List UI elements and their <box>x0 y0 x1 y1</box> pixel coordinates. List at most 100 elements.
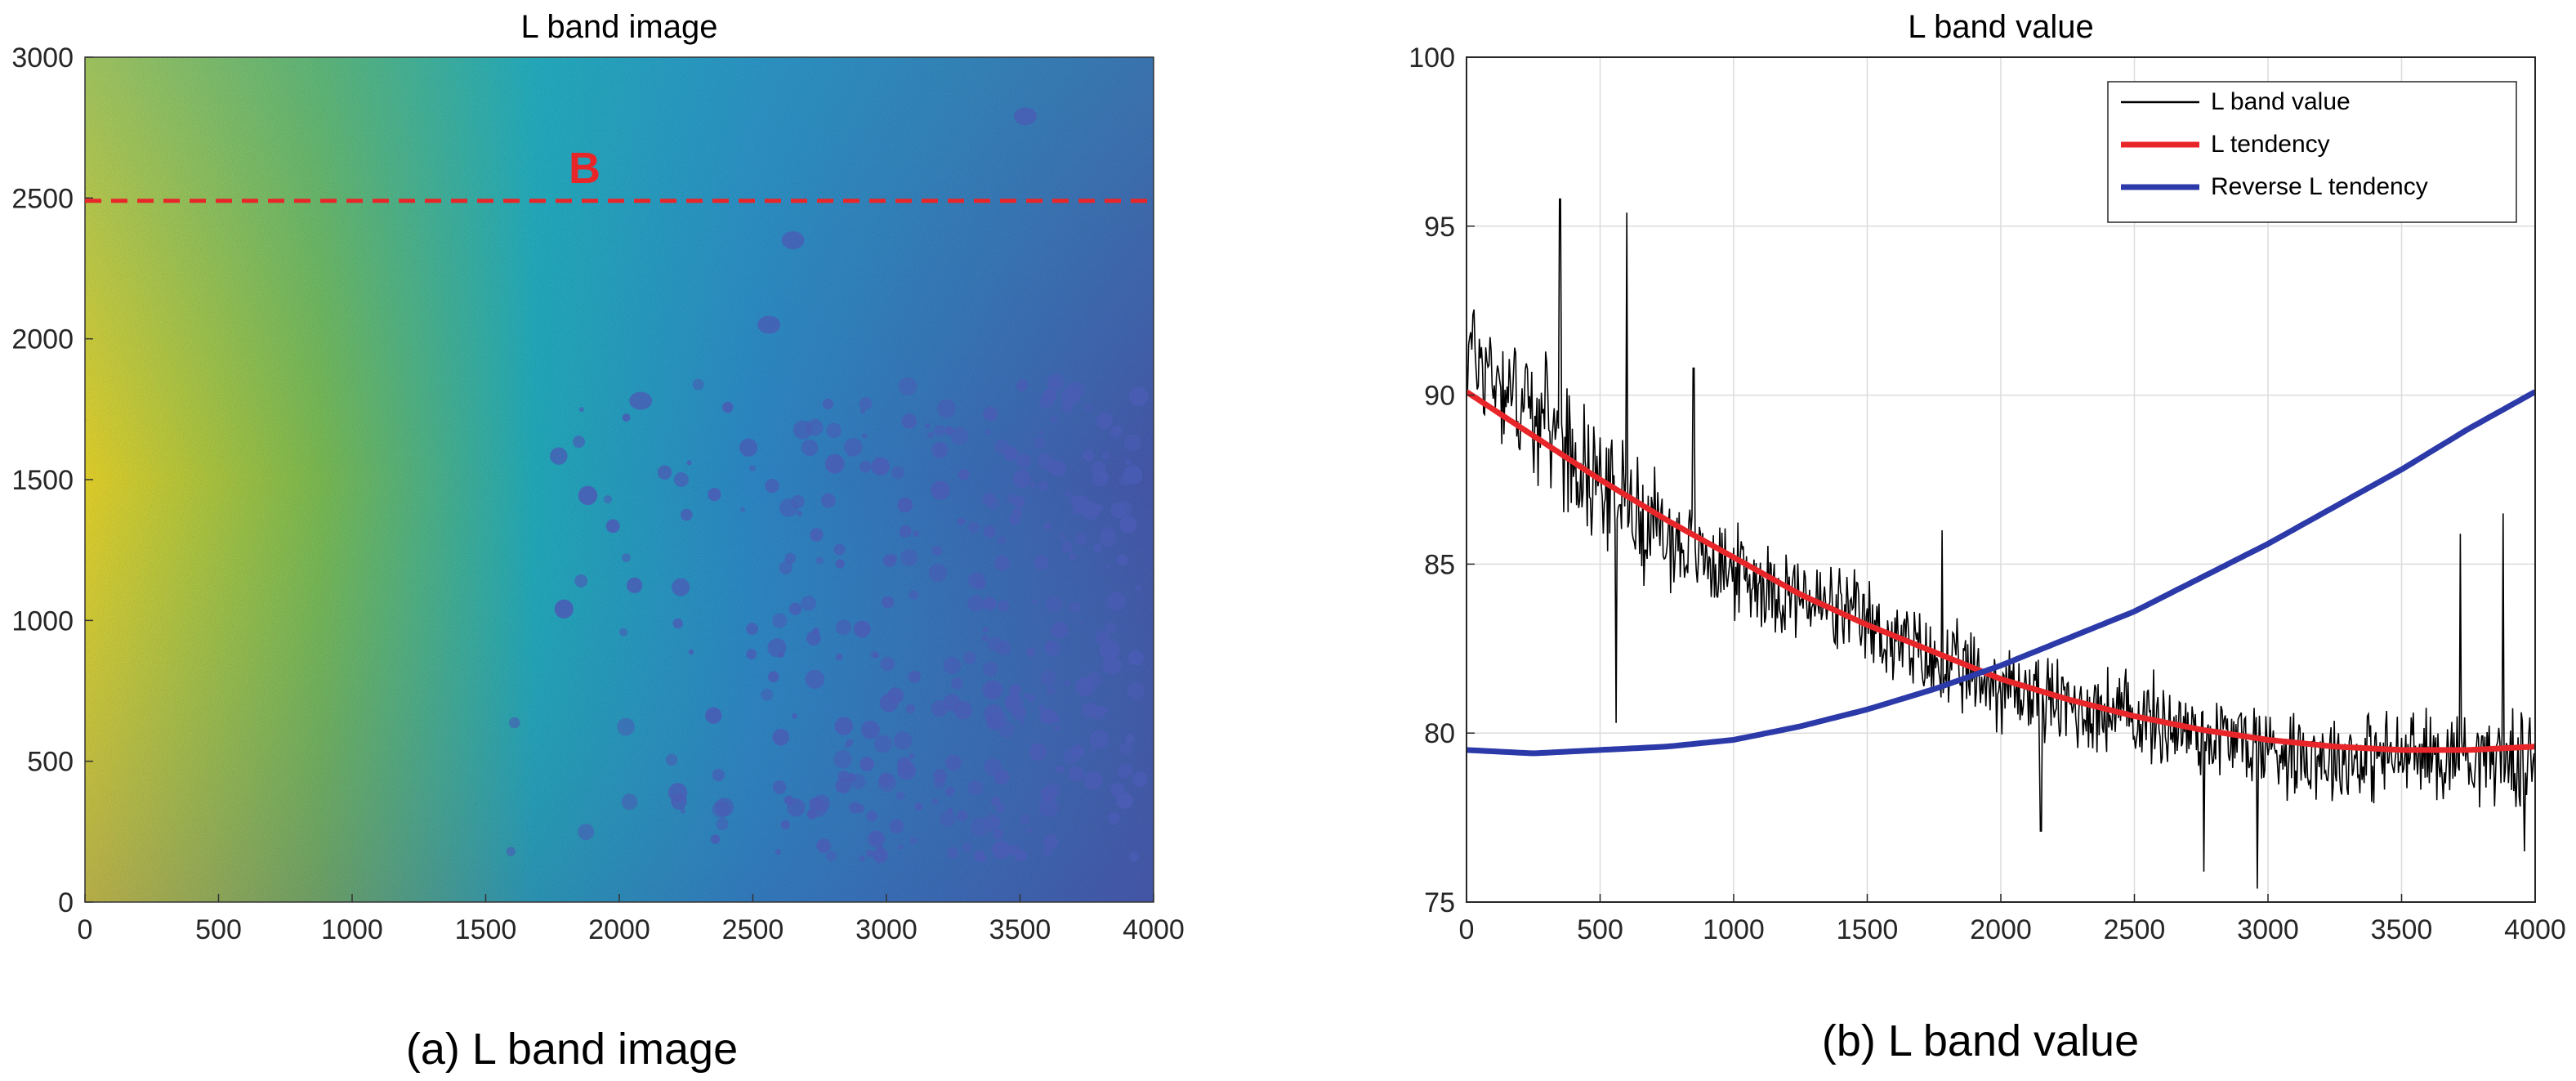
line-xtick-label: 4000 <box>2504 914 2566 945</box>
heatmap-spot <box>909 590 919 600</box>
heatmap-spot <box>657 465 672 480</box>
heatmap-spot <box>681 508 693 521</box>
heatmap-spot <box>928 563 948 583</box>
heatmap-spot <box>1042 846 1052 857</box>
heatmap-spot <box>871 457 890 476</box>
heatmap-spot <box>1135 585 1141 592</box>
heatmap-spot <box>1064 489 1072 498</box>
heatmap-spot <box>1045 595 1063 614</box>
heatmap-spot <box>1038 430 1044 436</box>
heatmap-spot <box>900 548 918 567</box>
heatmap-spot <box>765 478 779 494</box>
line-xtick-label: 2500 <box>2104 914 2166 945</box>
heatmap-spot <box>603 494 613 504</box>
heatmap-spot <box>1032 598 1038 605</box>
heatmap-spot <box>1075 677 1095 697</box>
heatmap-spot <box>865 849 874 858</box>
heatmap-spot <box>739 438 758 457</box>
heatmap-spot <box>1105 622 1117 634</box>
heatmap-spot <box>891 466 905 480</box>
heatmap-spot <box>968 521 980 534</box>
heatmap-spot <box>931 798 939 806</box>
heatmap-xtick-label: 4000 <box>1123 914 1185 945</box>
line-xtick-label: 1000 <box>1703 914 1765 945</box>
heatmap-spot <box>1074 533 1088 546</box>
line-xtick-label: 3000 <box>2237 914 2299 945</box>
heatmap-spot <box>1117 763 1133 779</box>
heatmap-spot <box>1060 540 1074 553</box>
heatmap-spot <box>835 619 851 636</box>
heatmap-spot <box>1025 828 1032 834</box>
heatmap-spot <box>673 472 689 488</box>
heatmap-spot <box>618 628 628 637</box>
heatmap-spot <box>1116 554 1128 566</box>
heatmap-spot <box>866 811 877 822</box>
heatmap-spot <box>927 431 935 439</box>
heatmap-spot <box>1098 636 1104 641</box>
heatmap-spot <box>1069 553 1077 561</box>
heatmap-chart: L band image 0 500 1000 1500 2000 2500 3000 350… <box>11 9 1184 945</box>
legend-label: L band value <box>2211 88 2351 115</box>
heatmap-spot <box>1050 415 1058 423</box>
heatmap-spot <box>1046 686 1056 695</box>
heatmap-xtick-label: 3500 <box>989 914 1051 945</box>
heatmap-spot <box>1047 373 1065 391</box>
heatmap-spot <box>983 661 998 677</box>
line-ytick-label: 90 <box>1424 381 1455 412</box>
heatmap-spot <box>680 807 686 814</box>
heatmap-spot <box>688 649 694 655</box>
heatmap-spot <box>981 634 989 642</box>
heatmap-spot <box>1096 413 1113 430</box>
heatmap-spot <box>739 507 746 512</box>
heatmap-spot <box>931 441 949 458</box>
heatmap-spot <box>506 846 516 856</box>
heatmap-spot <box>806 418 824 436</box>
heatmap-spot <box>716 817 729 830</box>
heatmap-spot <box>1020 814 1031 824</box>
heatmap-spot <box>835 778 851 794</box>
heatmap-spot <box>1040 670 1056 686</box>
heatmap-xtick-label: 0 <box>78 914 93 945</box>
heatmap-xtick-label: 2000 <box>588 914 650 945</box>
heatmap-spot <box>1038 797 1059 818</box>
heatmap-spot <box>908 670 921 683</box>
heatmap-spot <box>801 596 816 611</box>
heatmap-spot <box>944 786 955 797</box>
annotation-b: B <box>569 144 600 193</box>
legend-label: Reverse L tendency <box>2211 173 2428 200</box>
heatmap-spot <box>909 836 918 846</box>
heatmap-spot <box>982 627 989 632</box>
heatmap-spot <box>1110 502 1127 519</box>
line-chart-title: L band value <box>1908 9 2094 45</box>
heatmap-spot <box>962 842 972 853</box>
heatmap-spot <box>853 620 871 638</box>
heatmap-spot <box>834 717 854 735</box>
heatmap-spot <box>1060 387 1080 407</box>
heatmap-spot <box>578 407 584 413</box>
heatmap-spot <box>757 315 781 334</box>
heatmap-spot <box>781 231 805 250</box>
heatmap-spot <box>1054 724 1061 731</box>
heatmap-spot <box>861 720 880 739</box>
heatmap-spot <box>1009 684 1021 696</box>
line-xtick-label: 0 <box>1459 914 1475 945</box>
heatmap-spot <box>1043 834 1059 850</box>
series-l-band-value <box>1467 198 2535 889</box>
heatmap-spot <box>1051 621 1069 640</box>
heatmap-spot <box>898 377 917 396</box>
heatmap-spot <box>1038 480 1049 491</box>
heatmap-spot <box>994 555 1011 571</box>
heatmap-spot <box>873 735 893 753</box>
heatmap-spot <box>984 757 1002 776</box>
heatmap-spot <box>1034 555 1049 570</box>
heatmap-spot <box>1092 471 1108 487</box>
heatmap-spot <box>882 554 896 568</box>
heatmap-spot <box>889 819 904 834</box>
heatmap-xtick-label: 1500 <box>455 914 517 945</box>
heatmap-spot <box>897 497 913 513</box>
heatmap-spot <box>967 779 984 796</box>
heatmap-spot <box>1014 107 1038 126</box>
heatmap-spot <box>1099 644 1113 658</box>
heatmap-spot <box>879 693 899 712</box>
heatmap-spot <box>1028 694 1036 703</box>
